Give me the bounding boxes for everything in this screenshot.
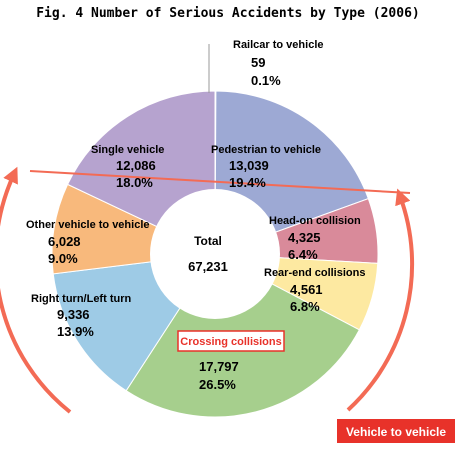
label-crossing: Crossing collisions 17,797 26.5% — [177, 330, 285, 392]
vehicle-to-vehicle-tag-box — [337, 419, 455, 443]
label-single-vehicle-percent: 18.0% — [116, 175, 153, 190]
label-crossing-value: 17,797 — [199, 359, 239, 374]
label-pedestrian: Pedestrian to vehicle 13,039 19.4% — [211, 144, 321, 190]
crossing-tag-box — [177, 330, 285, 352]
label-other-vehicle-name: Other vehicle to vehicle — [26, 219, 150, 231]
label-crossing-percent: 26.5% — [199, 377, 236, 392]
label-rear-end: Rear-end collisions 4,561 6.8% — [264, 267, 365, 314]
label-head-on-value: 4,325 — [288, 230, 321, 245]
label-other-vehicle: Other vehicle to vehicle 6,028 9.0% — [26, 219, 150, 266]
vehicle-to-vehicle-label: Vehicle to vehicle — [346, 425, 446, 439]
label-head-on-percent: 6.4% — [288, 247, 318, 262]
chart-title: Fig. 4 Number of Serious Accidents by Ty… — [36, 6, 420, 21]
label-railcar-percent: 0.1% — [251, 73, 281, 88]
label-other-vehicle-value: 6,028 — [48, 234, 81, 249]
label-single-vehicle-name: Single vehicle — [91, 144, 164, 156]
label-rear-end-name: Rear-end collisions — [264, 267, 365, 279]
total-label: Total — [194, 234, 222, 248]
label-pedestrian-name: Pedestrian to vehicle — [211, 144, 321, 156]
label-rear-end-value: 4,561 — [290, 282, 323, 297]
vehicle-to-vehicle-bracket-line — [29, 170, 411, 194]
label-head-on-name: Head-on collision — [269, 215, 361, 227]
label-single-vehicle: Single vehicle 12,086 18.0% — [91, 144, 164, 190]
vehicle-to-vehicle-arrow-left — [0, 166, 72, 414]
label-other-vehicle-percent: 9.0% — [48, 251, 78, 266]
label-head-on: Head-on collision 4,325 6.4% — [269, 215, 361, 262]
label-railcar-value: 59 — [251, 55, 265, 70]
label-crossing-name: Crossing collisions — [180, 336, 281, 348]
label-railcar-name: Railcar to vehicle — [233, 39, 324, 51]
label-turn-percent: 13.9% — [57, 324, 94, 339]
label-pedestrian-percent: 19.4% — [229, 175, 266, 190]
label-railcar: Railcar to vehicle 59 0.1% — [233, 39, 324, 88]
label-pedestrian-value: 13,039 — [229, 158, 269, 173]
label-rear-end-percent: 6.8% — [290, 299, 320, 314]
donut-hole — [150, 189, 280, 319]
vehicle-to-vehicle-tag: Vehicle to vehicle — [337, 419, 455, 443]
label-turn-name: Right turn/Left turn — [31, 293, 131, 305]
total-value: 67,231 — [188, 259, 228, 274]
label-single-vehicle-value: 12,086 — [116, 158, 156, 173]
label-turn-value: 9,336 — [57, 307, 90, 322]
label-turn: Right turn/Left turn 9,336 13.9% — [31, 293, 131, 339]
vehicle-to-vehicle-arrow-right — [346, 188, 415, 412]
